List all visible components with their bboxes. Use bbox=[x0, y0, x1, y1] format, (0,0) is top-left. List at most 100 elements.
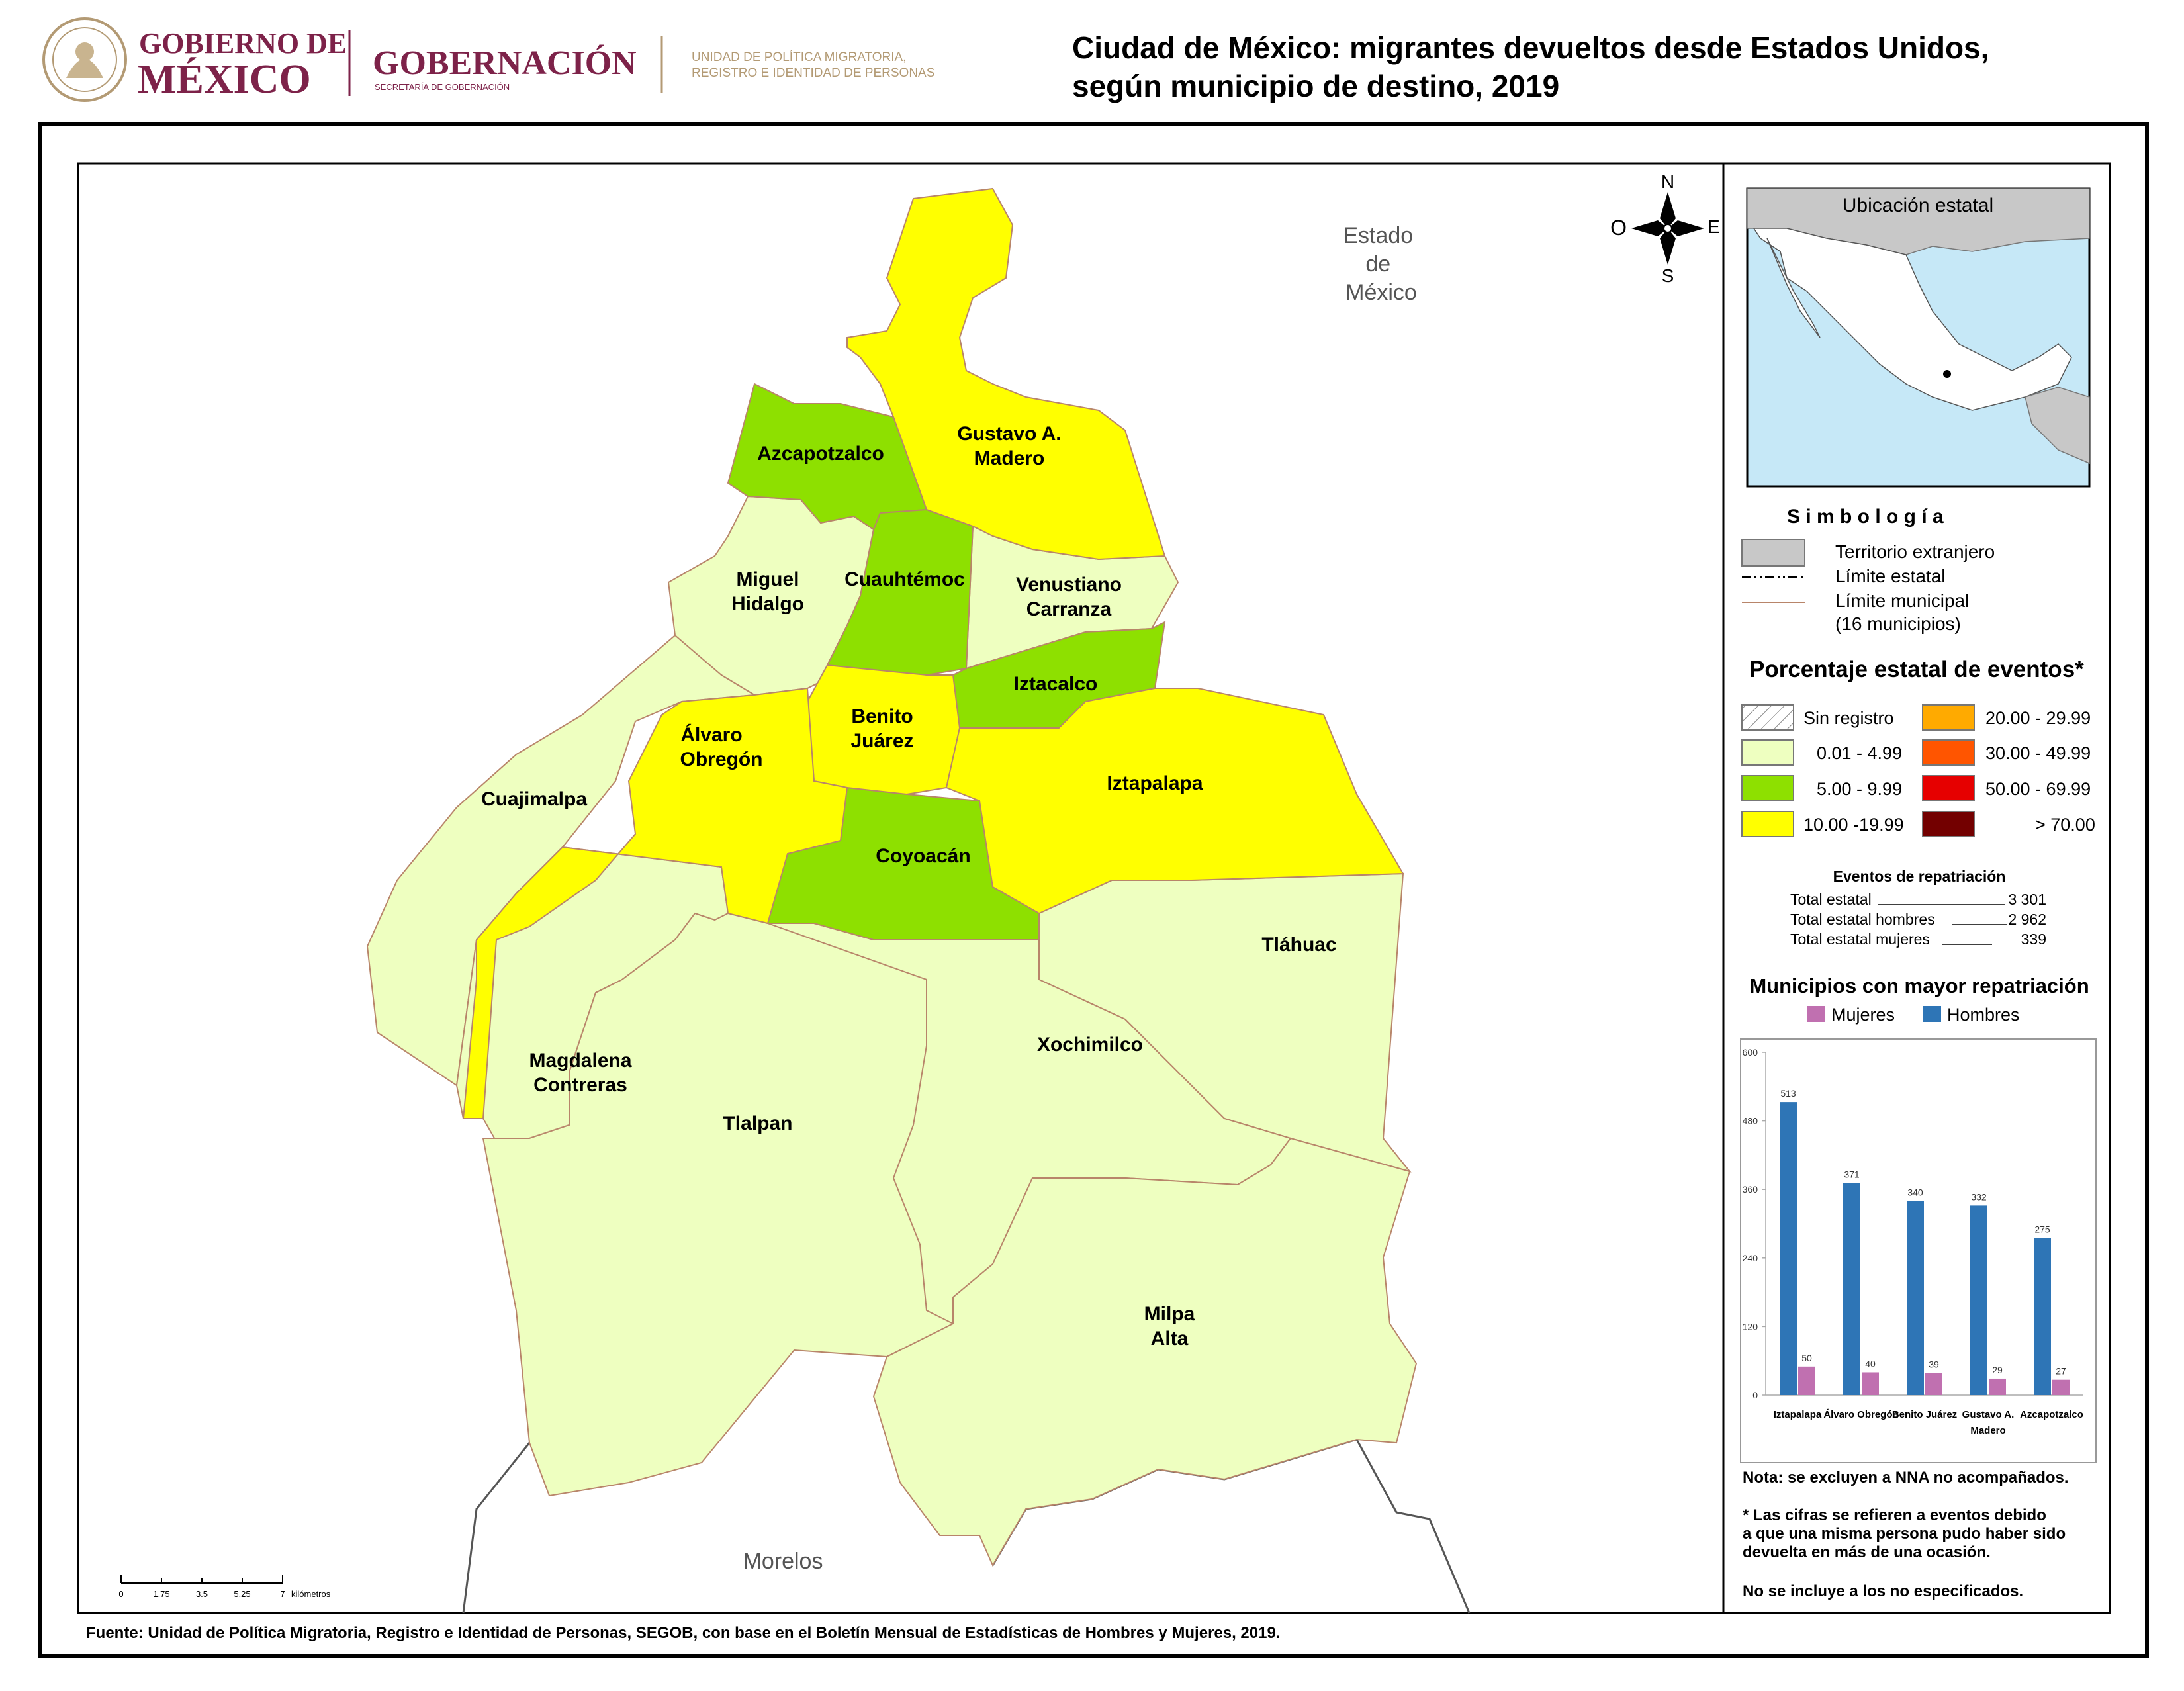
logo-upm-line1: UNIDAD DE POLÍTICA MIGRATORIA, bbox=[692, 50, 906, 64]
events-label-total: Total estatal bbox=[1790, 891, 1872, 908]
label-miguel-hidalgo: Miguel Hidalgo bbox=[731, 569, 804, 615]
legend-state-label: Límite estatal bbox=[1835, 566, 1946, 586]
legend-class-swatch-4 bbox=[1922, 704, 1975, 731]
chart-bar-hombres bbox=[2034, 1238, 2051, 1395]
inset-central-america bbox=[2025, 387, 2090, 465]
chart-legend-hombres: Hombres bbox=[1947, 1005, 2020, 1025]
label-azcapotzalco: Azcapotzalco bbox=[757, 443, 884, 465]
municipality-alvaro-obregon bbox=[462, 687, 848, 1119]
legend-class-label-2: 5.00 - 9.99 bbox=[1817, 779, 1902, 799]
chart-y-ticks: 0 120 240 360 480 600 bbox=[1743, 1047, 1766, 1400]
scale-tick-4: 7 bbox=[280, 1589, 285, 1599]
chart-data-label: 332 bbox=[1971, 1191, 1987, 1202]
compass-s: S bbox=[1662, 265, 1674, 286]
legend-class-swatch-5 bbox=[1922, 739, 1975, 766]
compass-e: E bbox=[1707, 216, 1720, 237]
scale-tick-3: 5.25 bbox=[234, 1589, 250, 1599]
label-cuauhtemoc: Cuauhtémoc bbox=[844, 569, 965, 590]
note-events-3: devuelta en más de una ocasión. bbox=[1743, 1543, 1991, 1561]
chart-data-label: 50 bbox=[1801, 1353, 1812, 1363]
title-line1: Ciudad de México: migrantes devueltos de… bbox=[1072, 30, 1989, 65]
chart-ytick-label: 0 bbox=[1752, 1390, 1758, 1400]
legend-class-label-5: 30.00 - 49.99 bbox=[1985, 743, 2091, 763]
source-text: Fuente: Unidad de Política Migratoria, R… bbox=[86, 1624, 1281, 1642]
municipality-milpa-alta bbox=[872, 1137, 1418, 1567]
label-iztapalapa: Iztapalapa bbox=[1107, 772, 1203, 794]
chart-category-label: Gustavo A. bbox=[1962, 1409, 2015, 1420]
legend-class-label-6: 50.00 - 69.99 bbox=[1985, 779, 2091, 799]
label-gustavo-a-madero: Gustavo A. Madero bbox=[957, 423, 1061, 469]
legend-class-label-0: Sin registro bbox=[1803, 708, 1894, 728]
chart-category-label: Álvaro Obregón bbox=[1823, 1409, 1898, 1420]
chart-category-label: Azcapotzalco bbox=[2020, 1409, 2083, 1420]
legend-class-swatch-2 bbox=[1741, 775, 1794, 801]
label-cuajimalpa: Cuajimalpa bbox=[481, 788, 587, 810]
events-value-total: 3 301 bbox=[2008, 891, 2046, 908]
label-benito-juarez: Benito Juárez bbox=[850, 706, 913, 752]
compass-w: O bbox=[1610, 216, 1627, 240]
legend-class-label-4: 20.00 - 29.99 bbox=[1985, 708, 2091, 728]
inset-title: Ubicación estatal bbox=[1843, 195, 1993, 216]
chart-ytick-label: 120 bbox=[1743, 1321, 1758, 1332]
logo-gobierno-line1: GOBIERNO DE bbox=[139, 27, 347, 60]
chart-bar-mujeres bbox=[1989, 1378, 2006, 1395]
legend-frame bbox=[1722, 162, 2111, 1614]
municipality-iztapalapa bbox=[945, 688, 1404, 915]
legend-foreign-swatch bbox=[1741, 539, 1805, 567]
legend-class-swatch-0 bbox=[1741, 704, 1794, 731]
chart-legend-swatch-mujeres bbox=[1807, 1006, 1825, 1022]
scale-unit: kilómetros bbox=[291, 1589, 331, 1599]
chart-data-label: 27 bbox=[2056, 1366, 2066, 1377]
legend-class-label-3: 10.00 -19.99 bbox=[1803, 815, 1904, 835]
chart-bar-mujeres bbox=[1925, 1373, 1942, 1395]
label-tlalpan: Tlalpan bbox=[723, 1113, 792, 1134]
chart-data-label: 39 bbox=[1929, 1359, 1939, 1369]
chart-data-label: 275 bbox=[2034, 1224, 2050, 1235]
inset-mexico bbox=[1752, 228, 2072, 411]
header: GOBIERNO DE MÉXICO GOBERNACIÓN SECRETARÍ… bbox=[42, 17, 1989, 103]
label-venustiano-carranza: Venustiano Carranza bbox=[1016, 574, 1122, 620]
mexico-seal-logo bbox=[42, 17, 127, 102]
legend-class-label-7: > 70.00 bbox=[2035, 815, 2095, 835]
scale-tick-1: 1.75 bbox=[153, 1589, 169, 1599]
bar-chart: Municipios con mayor repatriación Mujere… bbox=[1740, 974, 2097, 1463]
label-xochimilco: Xochimilco bbox=[1037, 1034, 1143, 1056]
compass-rose-icon: N S O E bbox=[1610, 171, 1720, 286]
chart-data-label: 513 bbox=[1780, 1088, 1796, 1099]
legend-class-swatch-6 bbox=[1922, 775, 1975, 801]
label-alvaro-obregon: Álvaro Obregón bbox=[680, 723, 763, 770]
logo-gobernacion-sub: SECRETARÍA DE GOBERNACIÓN bbox=[375, 82, 510, 92]
legend-title: S i m b o l o g í a bbox=[1787, 506, 1944, 527]
logo-upm-line2: REGISTRO E IDENTIDAD DE PERSONAS bbox=[692, 66, 934, 80]
events-title: Eventos de repatriación bbox=[1833, 868, 2006, 885]
scale-tick-0: 0 bbox=[118, 1589, 123, 1599]
chart-ytick-label: 600 bbox=[1743, 1047, 1758, 1058]
label-milpa-alta: Milpa Alta bbox=[1144, 1303, 1195, 1349]
scale-bar: 0 1.75 3.5 5.25 7 kilómetros bbox=[118, 1575, 331, 1599]
chart-data-label: 371 bbox=[1844, 1169, 1860, 1180]
note-nna: Nota: se excluyen a NNA no acompañados. bbox=[1743, 1469, 2069, 1486]
notes: Nota: se excluyen a NNA no acompañados. … bbox=[1743, 1469, 2069, 1600]
chart-ytick-label: 240 bbox=[1743, 1253, 1758, 1263]
note-unspecified: No se incluye a los no especificados. bbox=[1743, 1582, 2023, 1600]
chart-bar-hombres bbox=[1970, 1205, 1987, 1395]
chart-bars: 513 50 371 40 340 39 332 29 275 27 bbox=[1780, 1088, 2070, 1395]
inset-baja bbox=[1766, 238, 1821, 338]
events-table: Eventos de repatriación Total estatal 3 … bbox=[1790, 868, 2046, 948]
main-map: Gustavo A. Madero Azcapotzalco Miguel Hida… bbox=[118, 171, 1720, 1614]
label-morelos: Morelos bbox=[743, 1549, 823, 1574]
inset-cdmx-marker bbox=[1943, 370, 1951, 378]
chart-category-label: Iztapalapa bbox=[1774, 1409, 1822, 1420]
scale-tick-2: 3.5 bbox=[196, 1589, 208, 1599]
chart-category-label: Madero bbox=[1970, 1425, 2005, 1436]
legend-class-swatch-1 bbox=[1741, 739, 1794, 766]
inset-map: Ubicación estatal bbox=[1746, 187, 2091, 488]
chart-bar-hombres bbox=[1843, 1183, 1860, 1395]
events-label-men: Total estatal hombres bbox=[1790, 911, 1935, 928]
chart-data-label: 340 bbox=[1907, 1187, 1923, 1197]
legend: S i m b o l o g í a Territorio extranjer… bbox=[1741, 506, 2095, 837]
logo-gobernacion-title: GOBERNACIÓN bbox=[373, 44, 637, 82]
chart-bar-mujeres bbox=[1862, 1372, 1879, 1395]
